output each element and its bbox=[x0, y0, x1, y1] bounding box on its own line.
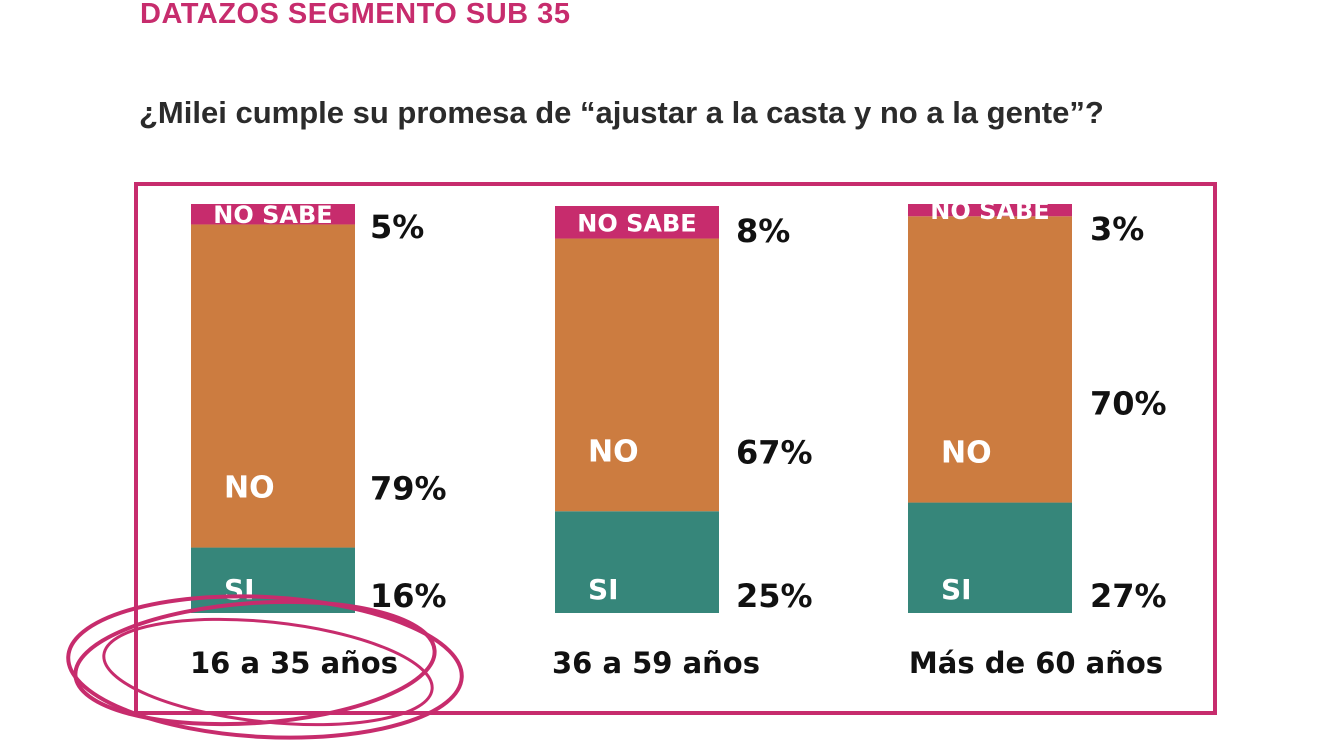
category-label-1: 16 a 35 años bbox=[190, 646, 398, 680]
bar-segment-si-3 bbox=[908, 502, 1072, 613]
bar-segment-si-2 bbox=[555, 511, 719, 613]
data-label-no-1: 79% bbox=[370, 470, 447, 508]
page-header: DATAZOS SEGMENTO SUB 35 bbox=[140, 0, 571, 30]
category-label-2: 36 a 59 años bbox=[552, 646, 760, 680]
highlight-circle bbox=[66, 594, 464, 740]
bar-segment-no-1 bbox=[191, 224, 355, 548]
data-label-si-2: 25% bbox=[736, 577, 813, 615]
chart-frame bbox=[134, 182, 1217, 715]
data-label-si-1: 16% bbox=[370, 577, 447, 615]
data-label-no-sabe-2: 8% bbox=[736, 212, 790, 250]
segment-label-no-sabe-2: NO SABE bbox=[577, 209, 696, 237]
bar-segment-no-sabe-2 bbox=[555, 206, 719, 239]
data-label-no-sabe-1: 5% bbox=[370, 208, 424, 246]
segment-label-no-sabe-1: NO SABE bbox=[213, 201, 332, 229]
bar-segment-no-3 bbox=[908, 216, 1072, 503]
segment-label-no-sabe-3: NO SABE bbox=[930, 197, 1049, 225]
bar-group-16-a-35-anos: SI 16% NO 79% NO SABE 5% 16 a 35 años bbox=[190, 201, 447, 680]
segment-label-si-3: SI bbox=[941, 573, 972, 606]
bar-segment-no-sabe-3 bbox=[908, 204, 1072, 217]
data-label-no-2: 67% bbox=[736, 433, 813, 471]
data-label-no-sabe-3: 3% bbox=[1090, 210, 1144, 248]
bar-group-mas-de-60-anos: SI 27% NO 70% NO SABE 3% Más de 60 años bbox=[908, 197, 1167, 680]
data-label-si-3: 27% bbox=[1090, 577, 1167, 615]
bar-group-36-a-59-anos: SI 25% NO 67% NO SABE 8% 36 a 59 años bbox=[552, 206, 813, 680]
bar-segment-no-sabe-1 bbox=[191, 204, 355, 225]
data-label-no-3: 70% bbox=[1090, 385, 1167, 423]
segment-label-no-3: NO bbox=[941, 436, 992, 471]
category-label-3: Más de 60 años bbox=[909, 646, 1163, 680]
chart-question: ¿Milei cumple su promesa de “ajustar a l… bbox=[139, 95, 1104, 130]
segment-label-si-1: SI bbox=[224, 573, 255, 606]
segment-label-si-2: SI bbox=[588, 573, 619, 606]
segment-label-no-2: NO bbox=[588, 434, 639, 469]
segment-label-no-1: NO bbox=[224, 471, 275, 506]
bar-segment-no-2 bbox=[555, 238, 719, 512]
